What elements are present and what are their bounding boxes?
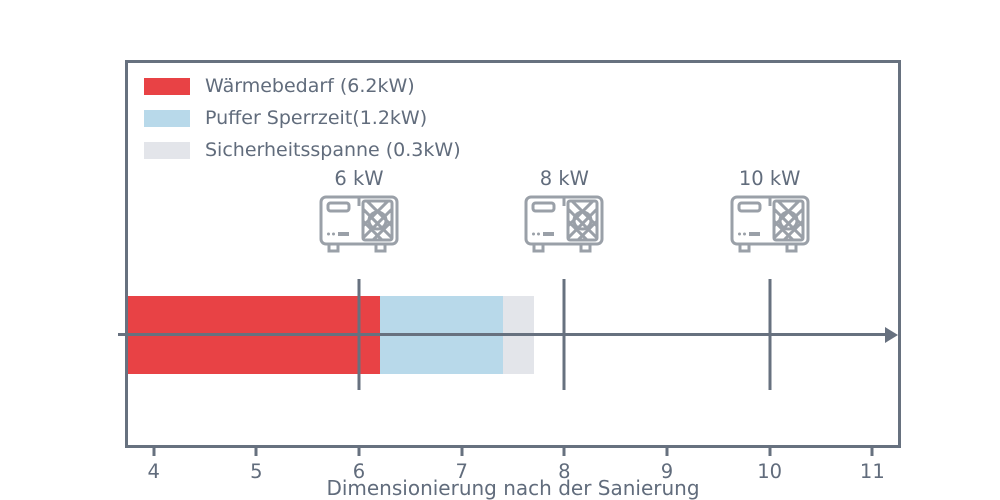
- legend-label-waermebedarf: Wärmebedarf (6.2kW): [205, 75, 415, 97]
- x-axis-label: Dimensionierung nach der Sanierung: [326, 476, 700, 500]
- legend-item-puffer-sperrzeit: Puffer Sperrzeit(1.2kW): [144, 107, 461, 129]
- x-tick-label-7: 7: [455, 460, 468, 483]
- x-tick-9: [665, 448, 669, 456]
- x-tick-10: [768, 448, 772, 456]
- legend-swatch-waermebedarf: [144, 77, 190, 95]
- x-tick-4: [152, 448, 156, 456]
- plot-frame: Wärmebedarf (6.2kW) Puffer Sperrzeit(1.2…: [118, 60, 901, 500]
- x-tick-8: [562, 448, 566, 456]
- heat-pump-icon: [319, 195, 399, 253]
- power-axis-arrowhead-icon: [885, 326, 898, 343]
- x-tick-7: [460, 448, 464, 456]
- legend-item-waermebedarf: Wärmebedarf (6.2kW): [144, 75, 461, 97]
- x-tick-5: [254, 448, 258, 456]
- heat-pump-icon: [730, 195, 810, 253]
- legend-swatch-sicherheitsspanne: [144, 141, 190, 159]
- x-tick-11: [870, 448, 874, 456]
- plot-area: Wärmebedarf (6.2kW) Puffer Sperrzeit(1.2…: [118, 63, 898, 500]
- heat-pump-icon: [524, 195, 604, 253]
- heat-pump-marker: 8 kW: [523, 168, 605, 257]
- x-tick-label-6: 6: [352, 460, 366, 483]
- legend-label-sicherheitsspanne: Sicherheitsspanne (0.3kW): [205, 139, 461, 161]
- heat-pump-marker: 10 kW: [729, 168, 811, 257]
- legend: Wärmebedarf (6.2kW) Puffer Sperrzeit(1.2…: [144, 77, 461, 173]
- legend-label-puffer-sperrzeit: Puffer Sperrzeit(1.2kW): [205, 107, 428, 129]
- legend-swatch-puffer-sperrzeit: [144, 109, 190, 127]
- heat-pump-size-label: 8 kW: [539, 167, 589, 190]
- x-tick-label-11: 11: [859, 460, 885, 483]
- heat-pump-size-label: 6 kW: [334, 167, 384, 190]
- legend-item-sicherheitsspanne: Sicherheitsspanne (0.3kW): [144, 139, 461, 161]
- heat-pump-marker: 6 kW: [318, 168, 400, 257]
- x-tick-label-9: 9: [660, 460, 674, 483]
- power-axis-line: [118, 333, 885, 336]
- x-tick-label-10: 10: [757, 460, 783, 483]
- heat-pump-size-label: 10 kW: [738, 167, 801, 190]
- x-tick-label-5: 5: [250, 460, 263, 483]
- x-tick-6: [357, 448, 361, 456]
- x-tick-label-4: 4: [147, 460, 160, 483]
- x-tick-label-8: 8: [558, 460, 571, 483]
